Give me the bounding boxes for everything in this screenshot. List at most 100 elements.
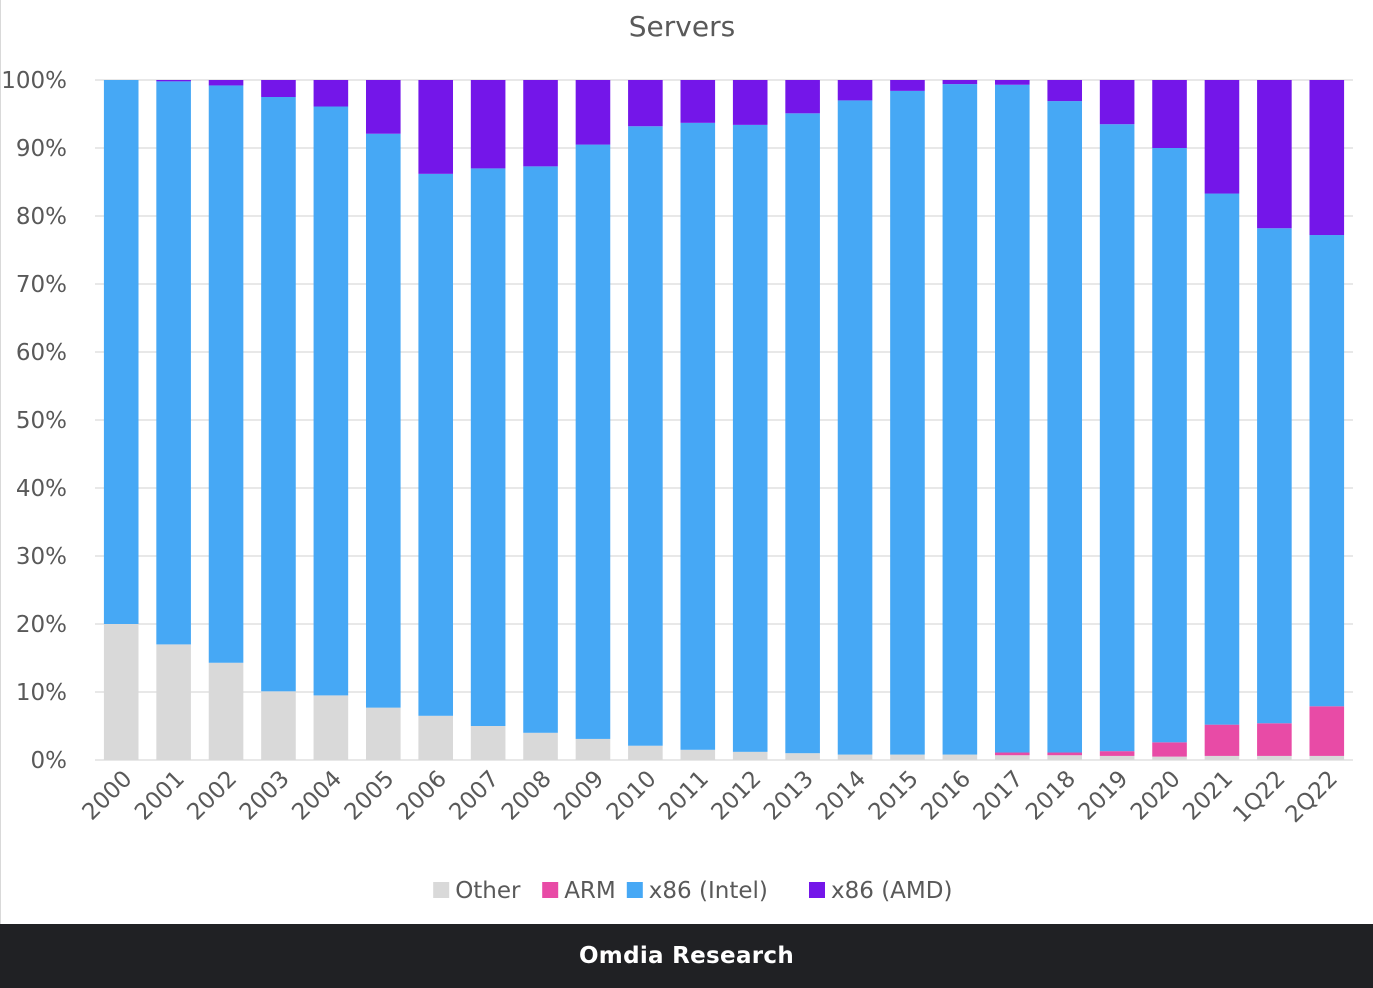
bar-stack-1Q22	[1257, 80, 1292, 760]
y-tick-label: 0%	[31, 748, 68, 774]
bar-segment-other-2014	[837, 754, 873, 760]
bar-segment-x86-amd-2002	[208, 80, 244, 86]
bar-segment-x86-intel-2000	[103, 80, 139, 624]
y-axis-tick-labels: 0% 10% 20% 30% 40% 50% 60% 70% 80% 90% 100%	[1, 68, 67, 774]
bar-segment-x86-intel-2020	[1152, 148, 1187, 743]
legend-item-x86-intel: x86 (Intel)	[626, 878, 768, 904]
y-tick-label: 70%	[16, 272, 67, 298]
y-tick-label: 20%	[16, 612, 67, 638]
bar-segment-x86-amd-2016	[942, 80, 978, 85]
bar-segment-x86-amd-2015	[890, 80, 925, 91]
bar-stack-2011	[680, 80, 716, 760]
bar-stack-2006	[418, 80, 454, 760]
legend-item-arm: ARM	[542, 878, 616, 904]
bar-segment-other-2019	[1099, 755, 1135, 760]
bar-stack-2017	[994, 80, 1030, 760]
bar-segment-x86-amd-2017	[994, 80, 1030, 85]
x-tick-label: 2019	[1074, 766, 1134, 826]
bar-segment-other-2000	[103, 624, 139, 760]
bar-stack-2008	[523, 80, 558, 760]
bar-segment-arm-2020	[1152, 742, 1187, 757]
bar-segment-x86-intel-2011	[680, 122, 716, 750]
x-tick-label: 2002	[183, 766, 243, 826]
bar-stack-2005	[365, 80, 401, 760]
bar-segment-x86-amd-2018	[1047, 80, 1083, 102]
bar-segment-x86-intel-2012	[732, 124, 768, 752]
legend-label: ARM	[564, 878, 616, 904]
bar-segment-other-2004	[313, 695, 349, 760]
bar-segment-other-2012	[732, 751, 768, 760]
bar-stack-2013	[785, 80, 820, 760]
bar-segment-x86-intel-2018	[1047, 101, 1083, 753]
bar-segment-other-2003	[261, 691, 296, 760]
x-tick-label: 2012	[707, 766, 767, 826]
legend-swatch	[542, 882, 559, 898]
bar-stack-2014	[837, 80, 873, 760]
legend-label: x86 (Intel)	[649, 878, 768, 904]
bar-segment-x86-amd-2003	[261, 80, 296, 97]
bar-segment-arm-2018	[1047, 752, 1083, 756]
bar-stack-2010	[628, 80, 663, 760]
legend-label: x86 (AMD)	[831, 878, 952, 904]
bar-segment-arm-1Q22	[1257, 723, 1292, 756]
bar-segment-x86-intel-2006	[418, 173, 454, 716]
bar-segment-x86-intel-2004	[313, 106, 349, 696]
bar-segment-other-2016	[942, 754, 978, 760]
x-tick-label: 2010	[602, 766, 662, 826]
bar-segment-x86-amd-2020	[1152, 80, 1187, 148]
x-tick-label: 1Q22	[1228, 766, 1290, 828]
bar-segment-arm-2019	[1099, 751, 1135, 756]
bar-segment-other-2021	[1204, 755, 1240, 760]
bar-stack-2003	[261, 80, 296, 760]
legend-swatch	[809, 882, 825, 898]
x-tick-label: 2000	[78, 766, 138, 826]
bar-segment-other-2005	[365, 707, 401, 760]
legend-item-x86-amd: x86 (AMD)	[809, 878, 952, 904]
bar-segment-other-2018	[1047, 755, 1083, 760]
x-tick-label: 2014	[812, 766, 872, 826]
legend-label: Other	[455, 878, 521, 904]
bar-segment-other-2008	[523, 732, 558, 760]
bar-stack-2002	[208, 80, 244, 760]
x-axis-tick-labels: 2000200120022003200420052006200720082009…	[78, 766, 1343, 828]
bar-stack-2004	[313, 80, 349, 760]
bar-stack-2Q22	[1309, 80, 1345, 760]
bar-segment-x86-intel-2019	[1099, 124, 1135, 752]
bar-segment-x86-intel-2013	[785, 113, 820, 754]
x-tick-label: 2001	[130, 766, 190, 826]
bar-segment-x86-intel-2007	[470, 168, 506, 726]
bar-segment-x86-amd-2021	[1204, 80, 1240, 194]
bar-segment-other-2020	[1152, 756, 1187, 760]
legend-item-other: Other	[433, 878, 521, 904]
bar-segment-x86-intel-2008	[523, 166, 558, 733]
x-tick-label: 2009	[549, 766, 609, 826]
x-tick-label: 2020	[1126, 766, 1186, 826]
y-tick-label: 30%	[16, 544, 67, 570]
bar-segment-x86-intel-1Q22	[1257, 228, 1292, 724]
bar-segment-other-2009	[575, 738, 611, 760]
bar-segment-x86-intel-2001	[156, 81, 191, 645]
bar-stack-2009	[575, 80, 611, 760]
legend: Other ARM x86 (Intel) x86 (AMD)	[433, 878, 952, 904]
bar-segment-x86-amd-2019	[1099, 80, 1135, 125]
bar-segment-x86-amd-1Q22	[1257, 80, 1292, 229]
x-tick-label: 2017	[969, 766, 1029, 826]
chart-area: Servers 0% 10% 20% 30% 40% 50% 60% 70% 80% 90% 100…	[0, 0, 1353, 924]
y-tick-label: 100%	[1, 68, 67, 94]
bar-stack-2018	[1047, 80, 1083, 760]
y-tick-label: 40%	[16, 476, 67, 502]
bar-segment-x86-intel-2002	[208, 85, 244, 663]
y-tick-label: 60%	[16, 340, 67, 366]
x-tick-label: 2003	[235, 766, 295, 826]
bar-segment-x86-amd-2001	[156, 80, 191, 82]
x-tick-label: 2015	[864, 766, 924, 826]
bar-segment-other-2002	[208, 662, 244, 760]
x-tick-label: 2005	[340, 766, 400, 826]
bar-segment-x86-amd-2011	[680, 80, 716, 123]
bar-segment-x86-amd-2012	[732, 80, 768, 125]
bar-segment-x86-intel-2014	[837, 100, 873, 755]
bar-stack-2000	[103, 80, 139, 760]
chart-title: Servers	[629, 10, 735, 43]
bar-segment-x86-amd-2008	[523, 80, 558, 167]
y-tick-label: 80%	[16, 204, 67, 230]
